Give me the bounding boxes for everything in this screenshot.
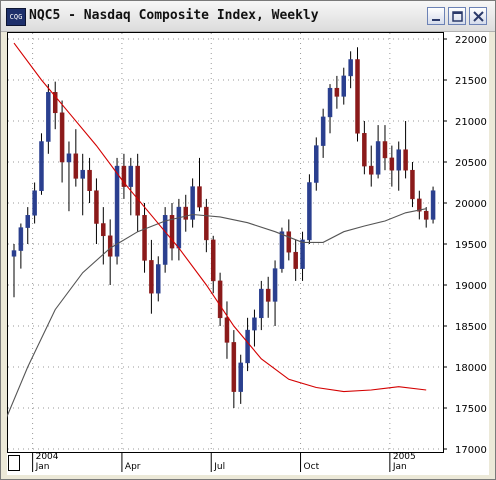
candle-body	[368, 165, 374, 175]
x-year-label: 2004	[36, 452, 59, 462]
chart-area[interactable]: 17000 17500 18000 18500 19000 19500 20000 20500…	[7, 32, 489, 475]
candle-body	[162, 215, 168, 265]
candle-body	[334, 87, 340, 97]
minimize-button[interactable]	[427, 7, 445, 25]
candle-body	[169, 215, 175, 249]
candle-body	[66, 153, 72, 163]
candle-body	[52, 92, 58, 114]
title-bar[interactable]: CQG NQC5 - Nasdaq Composite Index, Weekl…	[1, 1, 495, 32]
candle-body	[73, 153, 79, 179]
candle-body	[224, 317, 230, 343]
y-tick-label: 17000	[455, 445, 487, 456]
y-tick-label: 20000	[455, 199, 487, 210]
chart-app-icon[interactable]: CQG	[6, 8, 26, 26]
candle-body	[217, 280, 223, 319]
maximize-icon	[452, 11, 463, 22]
candle-body	[32, 190, 37, 216]
candle-body	[59, 112, 65, 163]
candle-body	[279, 231, 285, 269]
candle-body	[204, 206, 209, 241]
candle-body	[320, 116, 326, 146]
plot-border	[7, 32, 444, 453]
y-tick-label: 19500	[455, 240, 487, 251]
candle-body	[396, 149, 401, 171]
candle-body	[80, 169, 85, 179]
maximize-button[interactable]	[448, 7, 466, 25]
candle-body	[156, 264, 161, 294]
candle-body	[114, 165, 120, 257]
candle-body	[46, 92, 51, 142]
y-tick-label: 19000	[455, 281, 487, 292]
candle-body	[259, 288, 264, 319]
y-tick-label: 18000	[455, 363, 487, 374]
candle-body	[245, 329, 250, 364]
candle-body	[18, 227, 24, 251]
candle-body	[210, 239, 216, 282]
candle-body	[293, 251, 298, 269]
candle-body	[252, 317, 257, 331]
candle-body	[375, 141, 381, 175]
x-month-label: Oct	[304, 462, 320, 472]
candle-body	[341, 75, 347, 97]
candle-body	[94, 190, 99, 224]
candle-body	[149, 260, 154, 294]
x-year-label: 2005	[393, 452, 416, 462]
candle-body	[410, 169, 415, 200]
candle-body	[265, 288, 271, 302]
candle-body	[176, 206, 182, 249]
candle-body	[11, 250, 17, 257]
candle-body	[121, 165, 127, 187]
candle-body	[423, 210, 429, 220]
minimize-icon	[432, 19, 440, 21]
moving-average-slow-line	[7, 208, 427, 418]
candlestick-chart[interactable]: 17000 17500 18000 18500 19000 19500 20000 20500…	[7, 32, 489, 475]
x-month-label: Jan	[35, 462, 50, 472]
candle-body	[355, 59, 360, 134]
candle-body	[430, 190, 436, 220]
x-month-label: Jan	[392, 462, 407, 472]
candle-body	[286, 231, 292, 253]
candle-body	[87, 169, 92, 191]
moving-average-fast-line	[13, 42, 427, 393]
y-tick-label: 21000	[455, 117, 487, 128]
candle-body	[128, 165, 134, 187]
candle-body	[272, 268, 278, 302]
y-tick-label: 17500	[455, 404, 487, 415]
y-tick-label: 22000	[455, 35, 487, 46]
y-tick-label: 18500	[455, 322, 487, 333]
y-tick-label: 21500	[455, 76, 487, 87]
candle-body	[238, 362, 243, 392]
window-title: NQC5 - Nasdaq Composite Index, Weekly	[29, 8, 319, 23]
candle-body	[314, 145, 319, 183]
candle-body	[183, 206, 188, 220]
candle-body	[39, 141, 44, 191]
candle-body	[389, 157, 395, 171]
candle-body	[197, 186, 202, 208]
candle-body	[417, 198, 422, 212]
x-month-label: Jul	[213, 462, 225, 472]
candle-body	[25, 215, 30, 228]
candle-body	[348, 59, 353, 77]
candle-body	[107, 235, 113, 257]
candle-body	[362, 133, 367, 167]
candle-body	[307, 182, 312, 241]
candle-body	[403, 149, 408, 171]
candle-body	[382, 141, 388, 159]
candle-body	[231, 342, 237, 392]
candle-body	[327, 87, 333, 118]
x-month-label: Apr	[125, 462, 141, 472]
candle-body	[300, 239, 305, 269]
candle-body	[190, 186, 195, 220]
candle-body	[142, 215, 147, 261]
y-tick-label: 20500	[455, 158, 487, 169]
close-icon	[473, 11, 484, 22]
close-button[interactable]	[469, 7, 487, 25]
candle-body	[101, 223, 106, 237]
chart-corner-box[interactable]	[8, 455, 20, 471]
candle-body	[135, 165, 140, 216]
